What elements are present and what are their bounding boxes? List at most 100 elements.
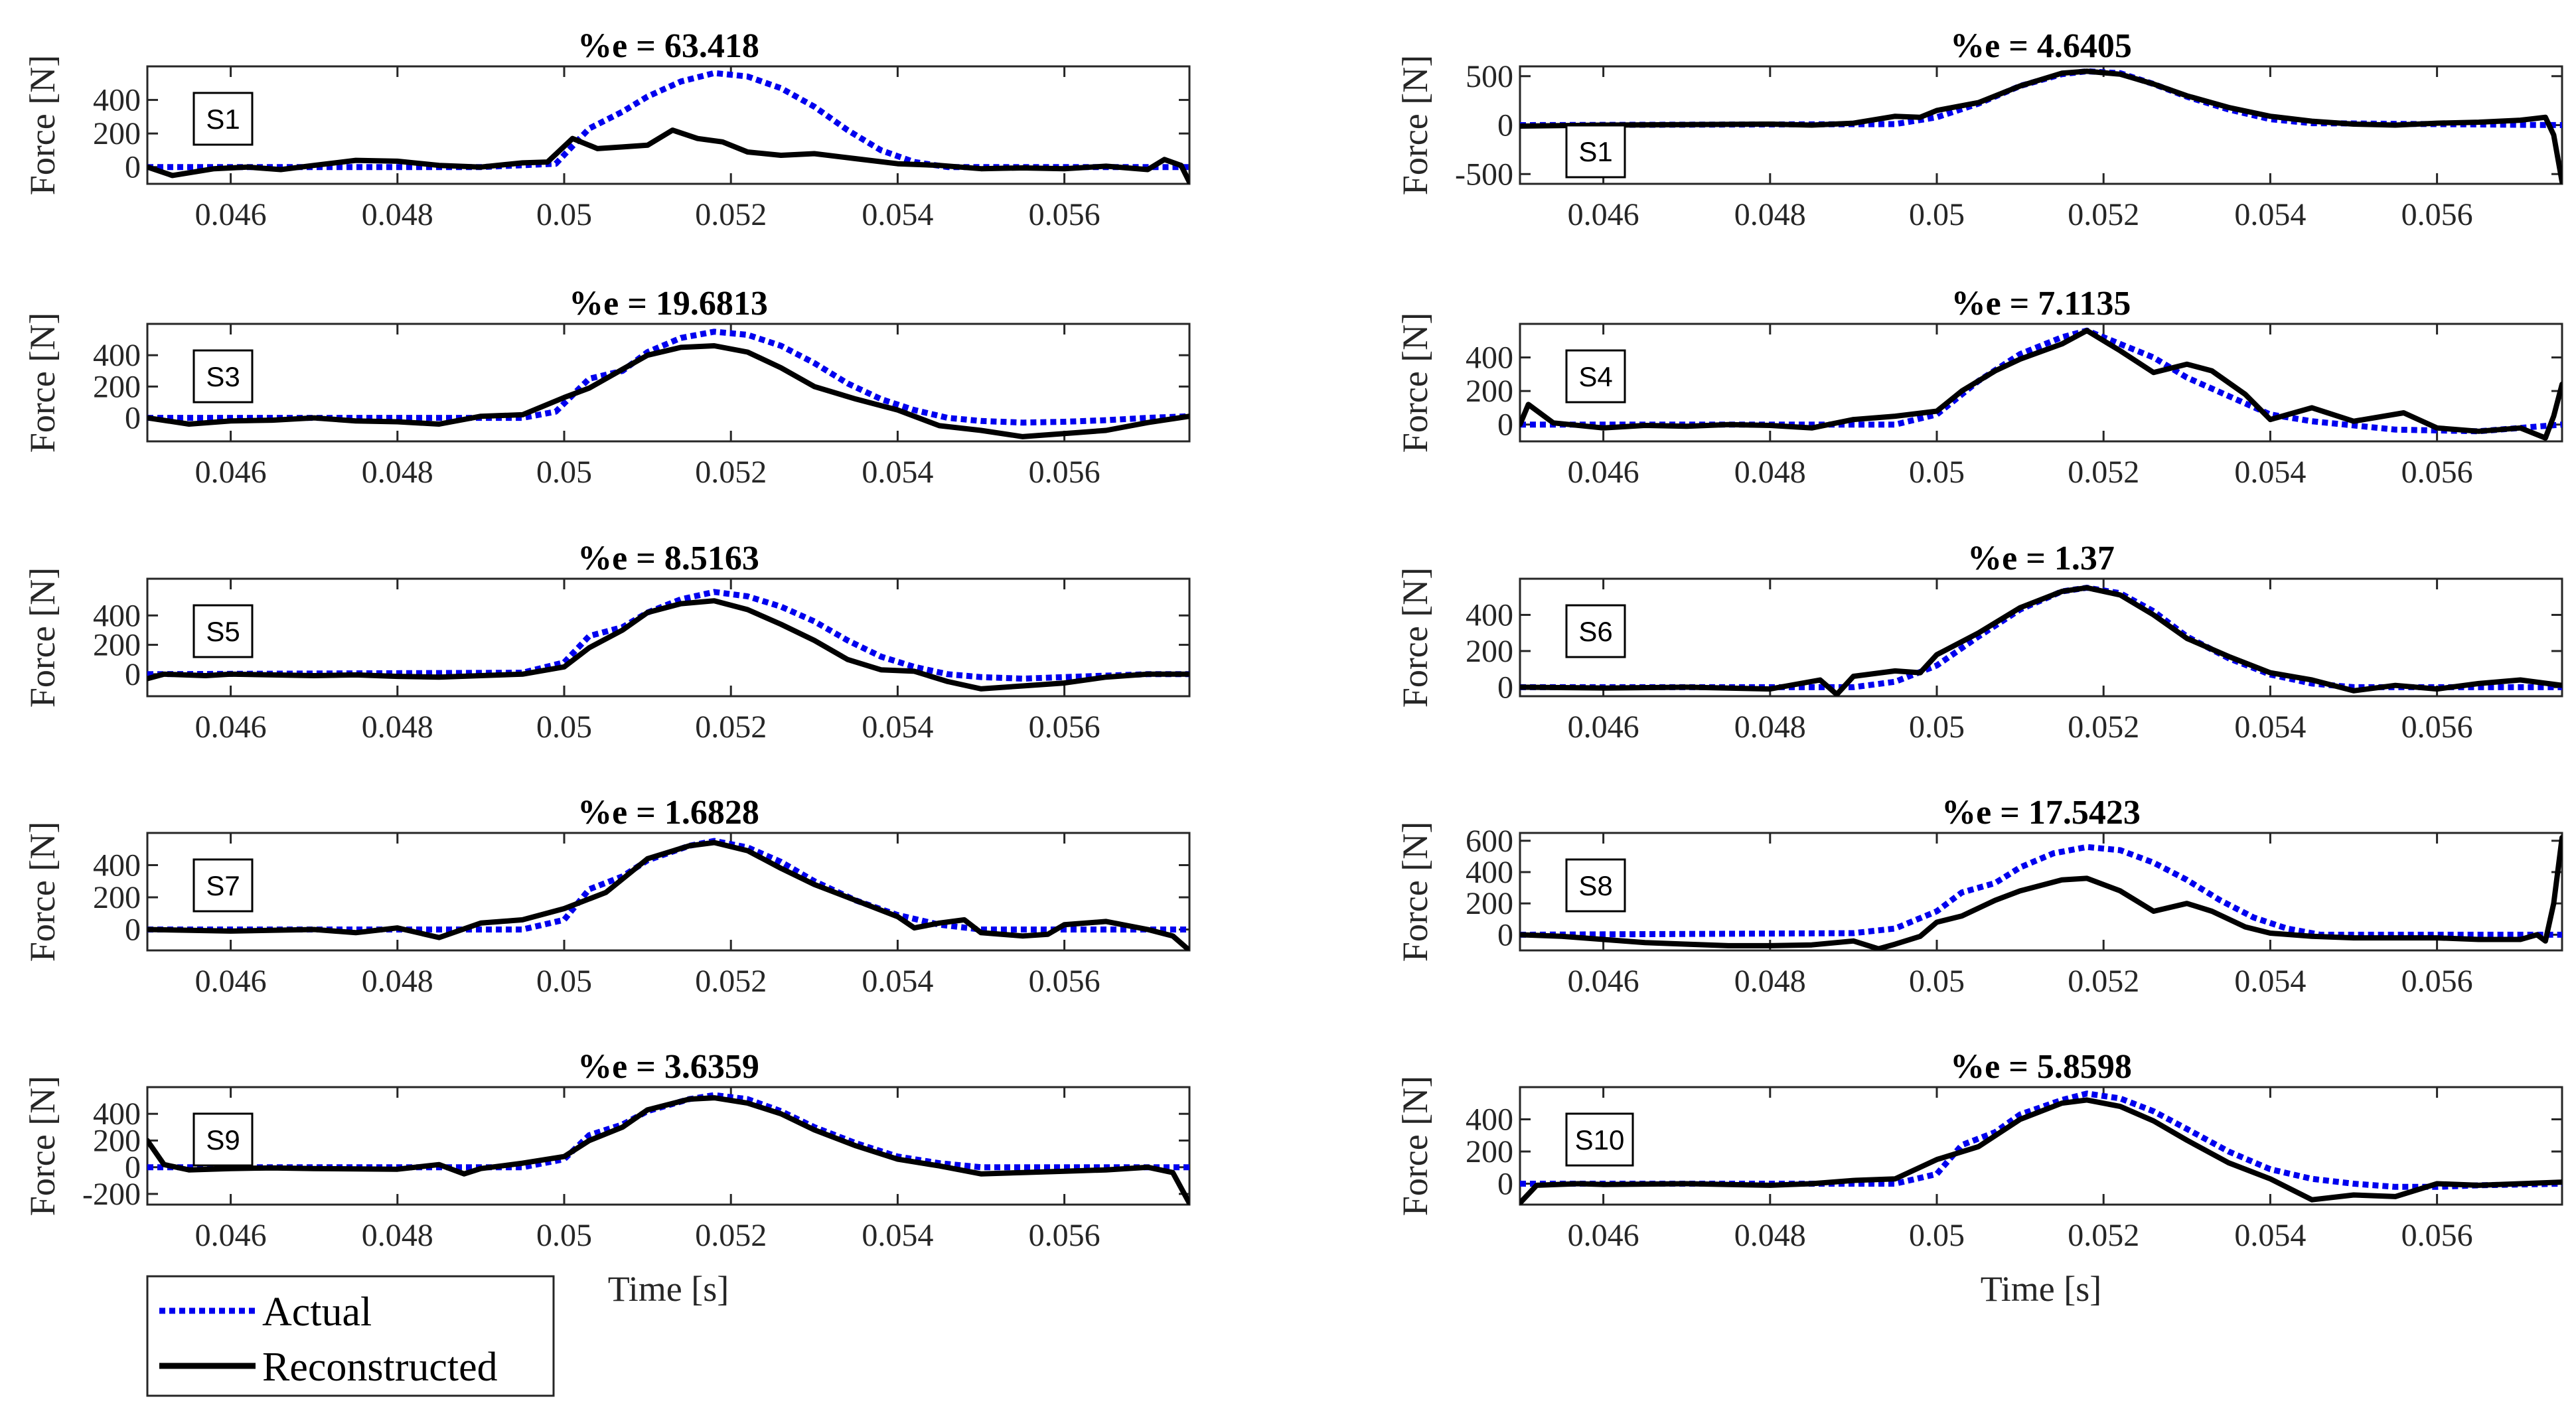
y-tick-label: 200 <box>1466 1134 1513 1169</box>
x-tick-label: 0.046 <box>195 197 267 232</box>
sensor-tag-box <box>192 1112 254 1167</box>
x-axis-label: Time [s] <box>1981 1269 2102 1309</box>
actual-series-line <box>1520 327 2562 435</box>
y-tick-label: 0 <box>125 912 141 947</box>
x-tick-label: 0.046 <box>195 964 267 999</box>
x-tick-label: 0.052 <box>695 455 767 490</box>
sensor-tag-box <box>1565 124 1626 179</box>
y-tick-label: 0 <box>1497 670 1513 705</box>
x-tick-label: 0.046 <box>1568 455 1639 490</box>
x-tick-label: 0.048 <box>362 455 433 490</box>
x-tick-label: 0.052 <box>2068 455 2139 490</box>
x-tick-label: 0.05 <box>536 1218 592 1253</box>
y-tick-label: 0 <box>125 1150 141 1185</box>
x-tick-label: 0.05 <box>1909 455 1965 490</box>
y-tick-label: 200 <box>1466 886 1513 921</box>
y-tick-label: 200 <box>93 1123 141 1158</box>
x-tick-label: 0.054 <box>2234 1218 2306 1253</box>
x-tick-label: 0.052 <box>695 197 767 232</box>
x-tick-label: 0.048 <box>362 964 433 999</box>
x-tick-label: 0.054 <box>862 455 933 490</box>
series-group <box>147 838 1189 950</box>
x-tick-label: 0.05 <box>1909 709 1965 745</box>
sensor-tag-label: S9 <box>206 1124 240 1155</box>
series-group <box>1520 585 2562 696</box>
y-tick-label: 400 <box>1466 855 1513 890</box>
sensor-tag-label: S1 <box>1578 136 1612 167</box>
y-axis-label: Force [N] <box>1395 55 1435 195</box>
sensor-tag-box <box>1565 349 1626 404</box>
y-tick-label: -500 <box>1455 157 1513 192</box>
y-axis-label: Force [N] <box>1395 567 1435 707</box>
legend-reconstructed-label: Reconstructed <box>262 1345 498 1390</box>
y-axis-label: Force [N] <box>23 1076 62 1216</box>
reconstructed-series-line <box>1520 835 2562 950</box>
x-tick-label: 0.046 <box>1568 1218 1639 1253</box>
y-tick-label: 400 <box>93 338 141 373</box>
x-tick-label: 0.05 <box>1909 964 1965 999</box>
x-tick-label: 0.056 <box>1029 1218 1100 1253</box>
x-tick-label: 0.056 <box>1029 964 1100 999</box>
x-tick-label: 0.052 <box>2068 964 2139 999</box>
sensor-tag-label: S8 <box>1578 870 1612 901</box>
x-tick-label: 0.05 <box>536 964 592 999</box>
x-tick-label: 0.05 <box>536 709 592 745</box>
x-tick-label: 0.056 <box>2401 1218 2473 1253</box>
series-group <box>147 329 1189 439</box>
actual-series-line <box>147 589 1189 682</box>
subplot-title: %e = 1.6828 <box>577 794 759 832</box>
actual-series-line <box>1520 844 2562 938</box>
subplot-s3-3: %e = 19.6813 0.046 0.048 0.05 0.052 0.054 0.05… <box>23 285 1191 490</box>
x-tick-label: 0.054 <box>862 964 933 999</box>
x-tick-label: 0.046 <box>1568 709 1639 745</box>
subplot-title: %e = 3.6359 <box>577 1048 759 1086</box>
y-axis-label: Force [N] <box>23 55 62 195</box>
sensor-tag-label: S6 <box>1578 616 1612 647</box>
actual-series-line <box>1520 1090 2562 1190</box>
actual-series-line <box>147 329 1189 426</box>
x-tick-label: 0.05 <box>536 197 592 232</box>
x-tick-label: 0.046 <box>195 709 267 745</box>
subplot-title: %e = 8.5163 <box>577 540 759 577</box>
subplot-title: %e = 5.8598 <box>1950 1048 2132 1086</box>
reconstructed-series-line <box>1520 328 2562 441</box>
subplot-s1-2: %e = 4.6405 0.046 0.048 0.05 0.052 0.054 0.056… <box>1395 27 2563 232</box>
x-tick-label: 0.052 <box>695 1218 767 1253</box>
x-tick-label: 0.052 <box>2068 1218 2139 1253</box>
x-tick-label: 0.056 <box>1029 197 1100 232</box>
x-tick-label: 0.052 <box>695 964 767 999</box>
y-tick-label: 400 <box>1466 1102 1513 1137</box>
series-group <box>147 589 1189 692</box>
y-axis-label: Force [N] <box>1395 1076 1435 1216</box>
sensor-tag-box <box>1565 604 1626 658</box>
x-tick-label: 0.046 <box>195 455 267 490</box>
x-tick-label: 0.054 <box>2234 455 2306 490</box>
y-tick-label: 200 <box>1466 634 1513 669</box>
axes-frame <box>1519 832 2563 952</box>
x-tick-label: 0.048 <box>1734 1218 1806 1253</box>
y-tick-label: 400 <box>93 598 141 633</box>
series-group <box>147 70 1189 184</box>
x-tick-label: 0.048 <box>362 197 433 232</box>
x-tick-label: 0.054 <box>2234 197 2306 232</box>
subplot-title: %e = 63.418 <box>577 27 759 65</box>
sensor-tag-label: S5 <box>206 616 240 647</box>
y-tick-label: 200 <box>93 369 141 404</box>
sensor-tag-label: S7 <box>206 870 240 901</box>
x-tick-label: 0.052 <box>2068 197 2139 232</box>
subplot-title: %e = 1.37 <box>1967 540 2115 577</box>
axes-frame <box>1519 577 2563 698</box>
x-tick-label: 0.048 <box>1734 455 1806 490</box>
subplot-s4-4: %e = 7.1135 0.046 0.048 0.05 0.052 0.054 0.056… <box>1395 285 2563 490</box>
y-tick-label: 400 <box>1466 597 1513 632</box>
sensor-tag-label: S10 <box>1575 1124 1625 1155</box>
subplot-s10-10: %e = 5.8598 0.046 0.048 0.05 0.052 0.054 0.056… <box>1395 1048 2563 1309</box>
subplot-s1-1: %e = 63.418 0.046 0.048 0.05 0.052 0.054 0.056… <box>23 27 1191 232</box>
y-tick-label: 200 <box>93 880 141 915</box>
y-tick-label: -200 <box>82 1177 141 1212</box>
x-tick-label: 0.054 <box>862 197 933 232</box>
x-tick-label: 0.05 <box>1909 1218 1965 1253</box>
subplot-title: %e = 19.6813 <box>569 285 768 323</box>
legend: Actual Reconstructed <box>146 1275 555 1397</box>
subplot-s9-9: %e = 3.6359 0.046 0.048 0.05 0.052 0.054 0.056… <box>23 1048 1191 1309</box>
